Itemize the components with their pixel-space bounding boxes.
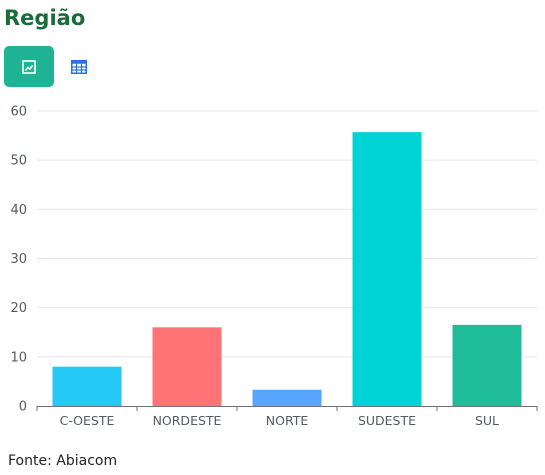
y-tick-label: 40	[10, 203, 27, 218]
x-tick-label: SUDESTE	[358, 413, 416, 428]
bar-norte	[252, 389, 322, 406]
y-tick-label: 0	[19, 400, 27, 415]
page-title: Região	[4, 6, 86, 30]
table-view-icon	[71, 59, 87, 74]
bar-nordeste	[152, 327, 222, 406]
x-tick-label: NORTE	[266, 413, 309, 428]
chart-view-button[interactable]	[4, 46, 54, 87]
bar-sul	[452, 324, 522, 406]
x-tick-label: SUL	[475, 413, 499, 428]
y-tick-label: 50	[10, 154, 27, 169]
y-tick-label: 30	[10, 252, 27, 267]
y-tick-label: 20	[10, 301, 27, 316]
x-tick-label: C-OESTE	[60, 413, 115, 428]
bar-c-oeste	[52, 366, 122, 406]
y-tick-label: 10	[10, 350, 27, 365]
chart-view-icon	[22, 59, 36, 74]
source-note: Fonte: Abiacom	[8, 453, 118, 469]
table-view-button[interactable]	[54, 46, 104, 87]
y-tick-label: 60	[10, 105, 27, 120]
region-bar-chart: 0 10 20 30 40 50 60 C-OESTE NORDESTE NORTE SUDESTE…	[0, 95, 545, 435]
x-tick-label: NORDESTE	[153, 413, 222, 428]
bar-sudeste	[352, 132, 422, 406]
chart-svg: 0 10 20 30 40 50 60 C-OESTE NORDESTE NORTE SUDESTE…	[10, 105, 538, 428]
